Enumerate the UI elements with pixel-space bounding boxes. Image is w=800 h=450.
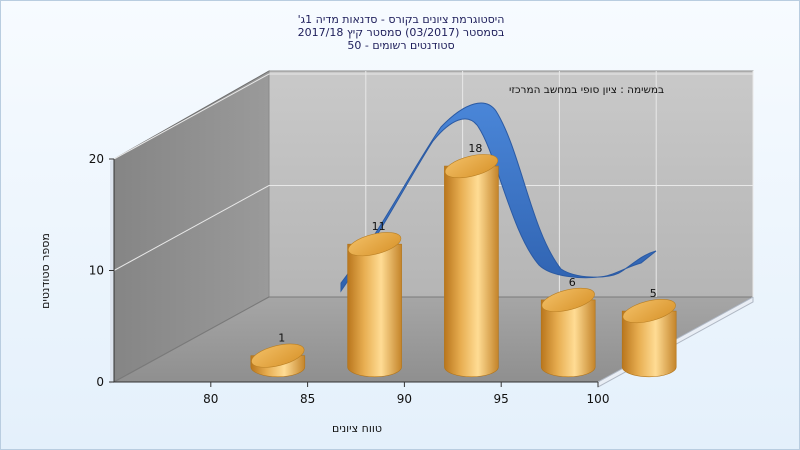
y-tick-label: 10: [89, 264, 104, 278]
y-axis-title: מספר סטודנטים: [39, 233, 52, 309]
left-wall-front-edge: [110, 159, 114, 384]
bar: 18: [444, 142, 499, 378]
bar-body: [621, 310, 677, 378]
bar: 6: [540, 276, 596, 378]
bar-body: [540, 299, 596, 378]
y-gridline: [113, 185, 753, 271]
chart-title-line-3: סטודנטים רשומים - 50: [347, 39, 455, 52]
y-gridline: [113, 73, 753, 160]
bar-value-label: 6: [569, 276, 576, 289]
bar-body: [444, 165, 499, 378]
distribution-curve: [340, 102, 657, 293]
bar-cap: [444, 154, 499, 179]
y-tick-label: 0: [96, 375, 104, 389]
x-tick-label: 100: [587, 392, 610, 406]
bar-cap: [347, 232, 402, 257]
bar: 11: [347, 220, 402, 378]
x-tick-label: 85: [300, 392, 315, 406]
bar-body: [347, 243, 402, 378]
bar-value-label: 1: [278, 332, 285, 345]
chart-title-line-2: בסמסטר (03/2017) סמסטר קיץ 2017/18: [297, 26, 505, 39]
bar-cap: [541, 287, 595, 312]
bar-cap: [622, 299, 676, 324]
bar-value-label: 11: [372, 220, 386, 233]
x-tick-label: 90: [397, 392, 412, 406]
bar: 5: [621, 287, 677, 378]
bar: 1: [250, 332, 306, 378]
x-axis-title: טווח ציונים: [332, 422, 382, 435]
y-tick-label: 20: [89, 152, 104, 166]
annotation-label: במשימה : ציון סופי במחשב המרכזי: [509, 84, 664, 96]
x-tick-label: 80: [203, 392, 218, 406]
x-tick-label: 95: [494, 392, 509, 406]
bar-value-label: 18: [468, 142, 482, 155]
bar-cap: [251, 343, 305, 368]
chart-title-line-1: היסטוגרמת ציונים בקורס - סדנאות מדיה 1ג': [297, 13, 505, 26]
axes-group: 80 85 90 95 100 0 10 20: [89, 152, 610, 406]
bar-value-label: 5: [650, 287, 657, 300]
